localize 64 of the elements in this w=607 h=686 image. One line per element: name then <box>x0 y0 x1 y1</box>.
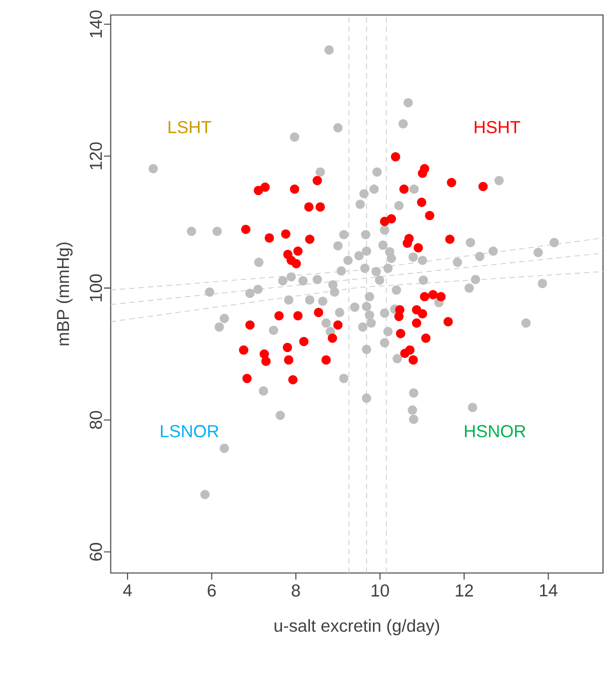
x-tick-label: 14 <box>540 584 558 596</box>
point <box>443 317 453 326</box>
point <box>321 355 331 365</box>
point <box>264 233 274 243</box>
point <box>274 311 284 320</box>
point <box>284 355 294 365</box>
point <box>282 342 292 352</box>
point <box>239 345 248 355</box>
point <box>241 224 250 234</box>
point <box>299 336 309 346</box>
point <box>290 184 300 194</box>
annotation: HSNOR <box>464 425 526 438</box>
y-axis-title: mBP (mmHg) <box>56 242 73 346</box>
point <box>421 334 431 343</box>
point <box>399 184 409 194</box>
y-tick-label: 140 <box>90 10 102 38</box>
point <box>293 246 303 256</box>
point <box>314 308 324 318</box>
point <box>418 168 428 178</box>
point <box>293 311 303 320</box>
point <box>446 178 456 188</box>
x-tick-label: 10 <box>372 584 389 597</box>
point <box>328 334 338 343</box>
point <box>242 374 252 384</box>
point <box>416 198 426 207</box>
annotation: LSNOR <box>160 425 218 438</box>
point <box>414 243 423 253</box>
point <box>312 176 322 186</box>
x-tick-label: 12 <box>456 584 473 596</box>
point <box>245 320 255 330</box>
point <box>412 318 422 328</box>
point <box>420 292 430 302</box>
point <box>260 182 270 192</box>
point <box>394 312 404 322</box>
annotation: HSHT <box>474 120 520 134</box>
point <box>396 328 406 338</box>
point <box>386 214 396 224</box>
point <box>281 229 290 239</box>
point <box>286 256 296 266</box>
point <box>424 210 434 220</box>
point <box>288 375 298 384</box>
point <box>305 234 314 244</box>
x-tick-label: 6 <box>208 584 216 597</box>
y-tick-label: 100 <box>90 274 102 302</box>
y-tick-label: 120 <box>90 142 102 170</box>
point <box>436 292 446 302</box>
point <box>408 355 418 365</box>
point <box>445 234 455 244</box>
point <box>402 238 412 248</box>
point <box>428 290 438 300</box>
point <box>405 345 415 355</box>
point <box>261 356 271 366</box>
x-axis-title: u-salt excretin (g/day) <box>274 619 440 636</box>
point <box>333 320 343 330</box>
point <box>418 309 428 318</box>
point <box>390 152 400 162</box>
y-tick-label: 60 <box>90 542 102 561</box>
x-tick-label: 4 <box>123 584 132 596</box>
point <box>304 202 314 212</box>
point <box>478 182 488 192</box>
annotation: LSHT <box>168 120 212 134</box>
x-tick-label: 8 <box>292 584 300 597</box>
point <box>316 202 325 212</box>
y-tick-label: 80 <box>90 411 102 429</box>
